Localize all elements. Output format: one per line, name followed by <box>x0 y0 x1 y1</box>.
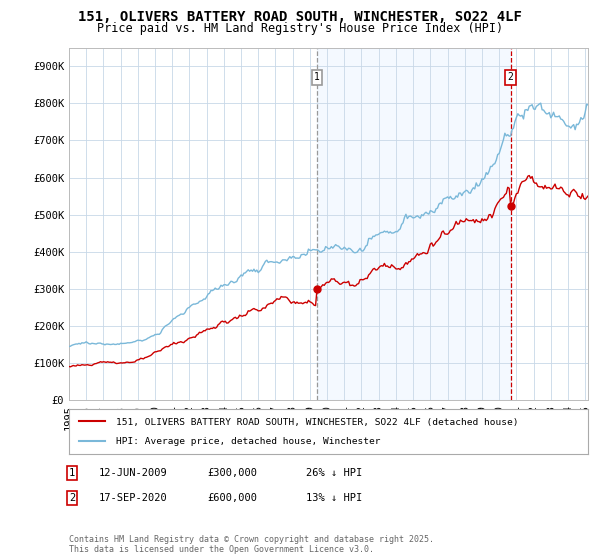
Text: 2: 2 <box>69 493 75 503</box>
Text: Contains HM Land Registry data © Crown copyright and database right 2025.
This d: Contains HM Land Registry data © Crown c… <box>69 535 434 554</box>
Text: £300,000: £300,000 <box>207 468 257 478</box>
Text: 12-JUN-2009: 12-JUN-2009 <box>99 468 168 478</box>
Text: 151, OLIVERS BATTERY ROAD SOUTH, WINCHESTER, SO22 4LF: 151, OLIVERS BATTERY ROAD SOUTH, WINCHES… <box>78 10 522 24</box>
Text: 1: 1 <box>69 468 75 478</box>
Text: 1: 1 <box>314 72 320 82</box>
Text: 17-SEP-2020: 17-SEP-2020 <box>99 493 168 503</box>
Text: £600,000: £600,000 <box>207 493 257 503</box>
Text: 151, OLIVERS BATTERY ROAD SOUTH, WINCHESTER, SO22 4LF (detached house): 151, OLIVERS BATTERY ROAD SOUTH, WINCHES… <box>116 418 518 427</box>
Bar <box>317 48 511 400</box>
Text: 26% ↓ HPI: 26% ↓ HPI <box>306 468 362 478</box>
Text: 13% ↓ HPI: 13% ↓ HPI <box>306 493 362 503</box>
Text: HPI: Average price, detached house, Winchester: HPI: Average price, detached house, Winc… <box>116 437 380 446</box>
Text: 2: 2 <box>508 72 514 82</box>
Text: Price paid vs. HM Land Registry's House Price Index (HPI): Price paid vs. HM Land Registry's House … <box>97 22 503 35</box>
